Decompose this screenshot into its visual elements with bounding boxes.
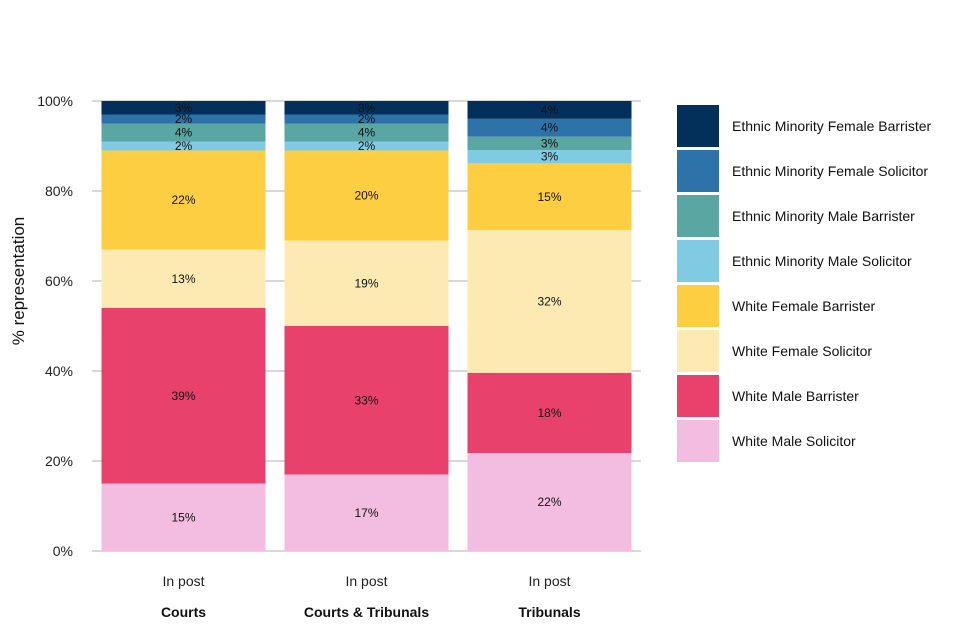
- x-tick-label: In post: [345, 573, 387, 589]
- data-label: 3%: [175, 101, 193, 115]
- bars: 15%39%13%22%2%4%2%3%17%33%19%20%2%4%2%3%…: [101, 101, 632, 551]
- data-label: 4%: [541, 121, 559, 135]
- y-axis: 0% 20% 40% 60% 80% 100%: [37, 93, 73, 559]
- legend-swatch: [677, 150, 719, 192]
- legend-label: Ethnic Minority Female Solicitor: [732, 163, 928, 179]
- legend-swatch: [677, 240, 719, 282]
- legend: Ethnic Minority Female Barrister Ethnic M…: [677, 105, 932, 462]
- bar-segment: [467, 372, 632, 453]
- legend-swatch: [677, 375, 719, 417]
- bar-segment: [467, 150, 632, 164]
- data-label: 39%: [171, 389, 195, 403]
- bar-segment: [284, 123, 449, 142]
- data-label: 3%: [541, 136, 559, 150]
- data-label: 15%: [171, 510, 195, 524]
- data-label: 13%: [171, 272, 195, 286]
- bar-segment: [284, 326, 449, 475]
- bar-segment: [284, 141, 449, 151]
- data-label: 2%: [175, 112, 193, 126]
- bar-segment: [101, 150, 266, 250]
- x-axis: In post Courts In post Courts & Tribunals In…: [161, 573, 581, 620]
- bar-segment: [101, 308, 266, 484]
- legend-label: White Female Barrister: [732, 298, 875, 314]
- x-group-label: Courts & Tribunals: [304, 604, 429, 620]
- legend-label: White Female Solicitor: [732, 343, 872, 359]
- data-label: 4%: [175, 126, 193, 140]
- data-label: 2%: [358, 139, 376, 153]
- y-tick-label: 20%: [45, 453, 73, 469]
- data-label: 32%: [537, 294, 561, 308]
- data-label: 22%: [171, 193, 195, 207]
- data-label: 4%: [541, 103, 559, 117]
- bar-segment: [467, 230, 632, 373]
- legend-swatch: [677, 195, 719, 237]
- bar-segment: [101, 114, 266, 124]
- legend-swatch: [677, 420, 719, 462]
- data-label: 4%: [358, 126, 376, 140]
- y-axis-label: % representation: [9, 217, 28, 346]
- bar-segment: [284, 101, 449, 115]
- bar-segment: [101, 101, 266, 115]
- data-label: 20%: [354, 189, 378, 203]
- bar-segment: [284, 114, 449, 124]
- y-tick-label: 80%: [45, 183, 73, 199]
- y-tick-label: 100%: [37, 93, 73, 109]
- data-label: 19%: [354, 276, 378, 290]
- data-label: 3%: [358, 101, 376, 115]
- bar-segment: [284, 240, 449, 326]
- legend-label: White Male Solicitor: [732, 433, 856, 449]
- legend-label: Ethnic Minority Female Barrister: [732, 118, 932, 134]
- bar-segment: [284, 474, 449, 551]
- y-tick-label: 60%: [45, 273, 73, 289]
- bar-segment: [467, 163, 632, 231]
- bar-segment: [467, 136, 632, 151]
- bar-segment: [467, 101, 632, 119]
- bar-segment: [467, 452, 632, 551]
- x-group-label: Tribunals: [518, 604, 580, 620]
- data-label: 17%: [354, 506, 378, 520]
- x-group-label: Courts: [161, 604, 206, 620]
- data-label: 3%: [541, 150, 559, 164]
- data-label: 15%: [537, 190, 561, 204]
- bar-segment: [101, 483, 266, 551]
- legend-swatch: [677, 285, 719, 327]
- data-label: 22%: [537, 495, 561, 509]
- legend-swatch: [677, 105, 719, 147]
- legend-label: Ethnic Minority Male Barrister: [732, 208, 915, 224]
- bar-segment: [101, 123, 266, 142]
- bar-segment: [284, 150, 449, 241]
- data-label: 33%: [354, 393, 378, 407]
- bar-segment: [467, 118, 632, 137]
- legend-swatch: [677, 330, 719, 372]
- legend-label: White Male Barrister: [732, 388, 859, 404]
- data-label: 2%: [175, 139, 193, 153]
- bar-segment: [101, 249, 266, 308]
- x-tick-label: In post: [162, 573, 204, 589]
- data-label: 18%: [537, 406, 561, 420]
- data-label: 2%: [358, 112, 376, 126]
- x-tick-label: In post: [528, 573, 570, 589]
- legend-label: Ethnic Minority Male Solicitor: [732, 253, 912, 269]
- y-tick-label: 40%: [45, 363, 73, 379]
- bar-segment: [101, 141, 266, 151]
- y-tick-label: 0%: [53, 543, 73, 559]
